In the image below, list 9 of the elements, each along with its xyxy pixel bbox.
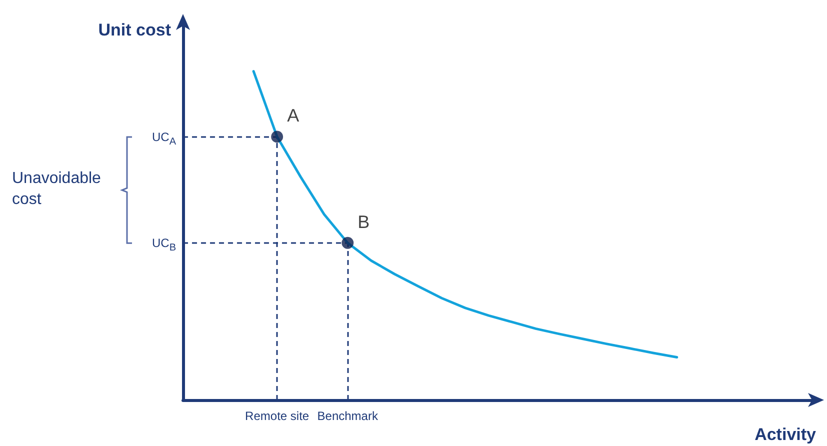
annotation: B <box>358 212 370 232</box>
text: Unavoidable cost <box>12 168 102 210</box>
x-tick-label: Benchmark <box>317 409 379 423</box>
text: UC$_{B}$ <box>152 234 176 256</box>
text: UC$_{A}$ <box>152 128 176 150</box>
annotation: A <box>287 106 300 126</box>
x-tick-label: Remote site <box>245 409 310 423</box>
x-axis-title: Activity <box>754 425 817 444</box>
y-axis-title: Unit cost <box>98 20 172 40</box>
